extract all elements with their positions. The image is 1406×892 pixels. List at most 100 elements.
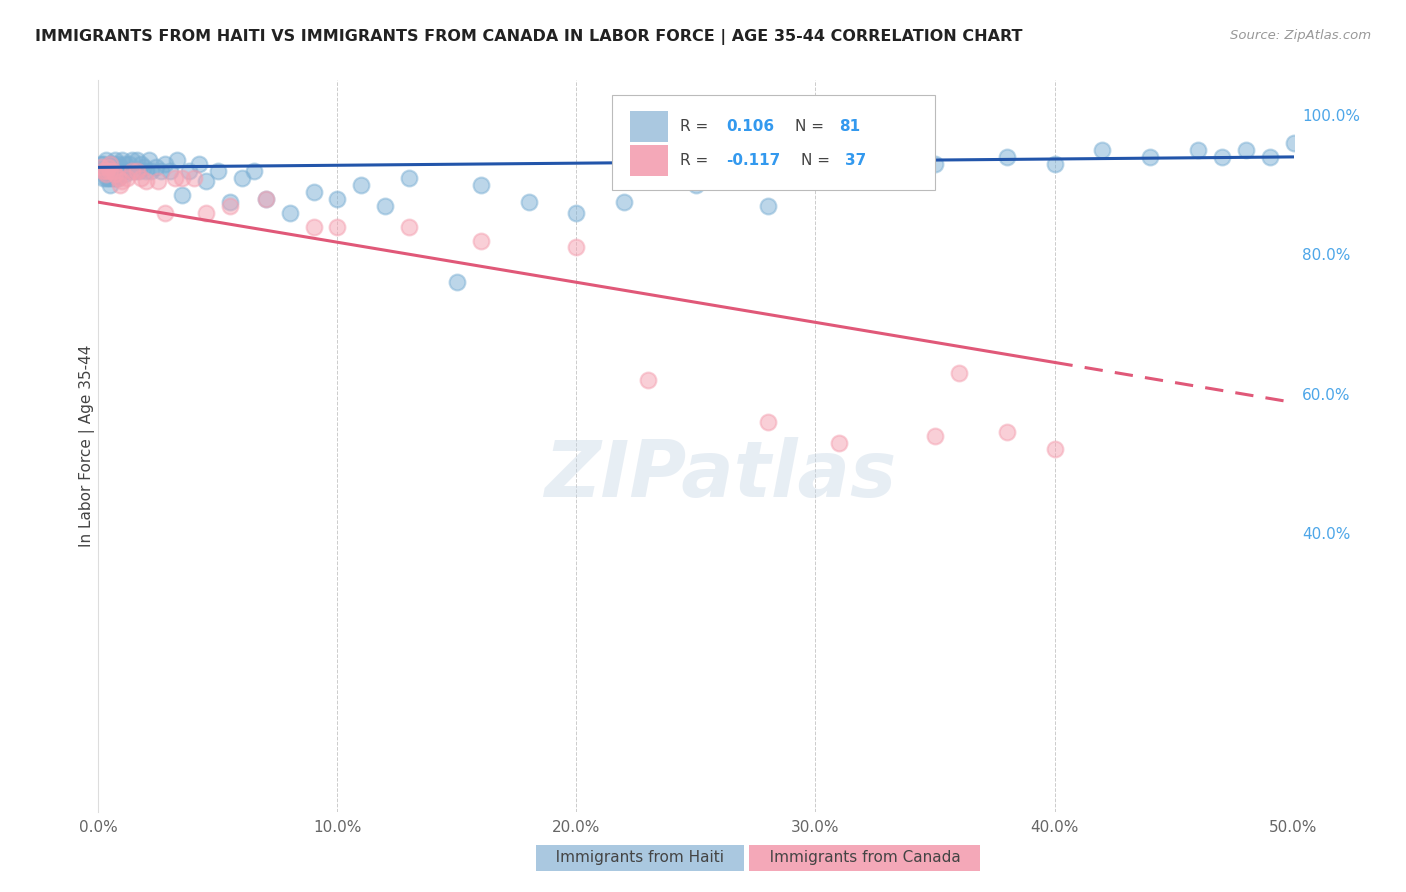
Text: Immigrants from Canada: Immigrants from Canada — [755, 850, 974, 865]
Point — [756, 199, 779, 213]
Point — [148, 174, 170, 188]
Point — [995, 425, 1018, 439]
Point — [138, 153, 160, 168]
Text: -0.117: -0.117 — [725, 153, 780, 169]
Point — [159, 164, 181, 178]
Point — [94, 170, 117, 185]
Text: 37: 37 — [845, 153, 866, 169]
Point — [125, 164, 148, 178]
Point — [207, 164, 229, 178]
Point — [98, 178, 122, 192]
Point — [101, 170, 124, 185]
Point — [278, 205, 301, 219]
Point — [852, 170, 875, 185]
Point — [685, 178, 707, 192]
Point — [1234, 143, 1257, 157]
Point — [195, 205, 218, 219]
Point — [155, 205, 177, 219]
Point — [565, 205, 588, 219]
Point — [91, 170, 114, 185]
Point — [179, 164, 201, 178]
Point — [828, 435, 851, 450]
Point — [104, 153, 127, 168]
Point — [111, 164, 134, 178]
Point — [97, 170, 120, 185]
Text: 0.106: 0.106 — [725, 119, 773, 134]
Point — [135, 174, 157, 188]
Point — [98, 164, 122, 178]
Point — [98, 164, 122, 178]
Point — [128, 164, 150, 178]
Point — [115, 164, 138, 178]
Point — [114, 167, 136, 181]
Point — [114, 157, 136, 171]
Point — [1258, 150, 1281, 164]
Point — [101, 164, 124, 178]
Point — [398, 219, 420, 234]
Point — [98, 170, 122, 185]
Point — [131, 157, 153, 171]
Point — [155, 157, 177, 171]
Point — [804, 150, 827, 164]
Text: IMMIGRANTS FROM HAITI VS IMMIGRANTS FROM CANADA IN LABOR FORCE | AGE 35-44 CORRE: IMMIGRANTS FROM HAITI VS IMMIGRANTS FROM… — [35, 29, 1022, 45]
Point — [97, 161, 120, 175]
Text: N =: N = — [796, 119, 830, 134]
Point — [131, 170, 153, 185]
Point — [104, 167, 127, 181]
Point — [135, 164, 157, 178]
Text: ZIPatlas: ZIPatlas — [544, 437, 896, 513]
Point — [1282, 136, 1305, 150]
Point — [924, 157, 946, 171]
Point — [1043, 157, 1066, 171]
Point — [172, 188, 194, 202]
Point — [183, 170, 205, 185]
Point — [1091, 143, 1114, 157]
Point — [149, 164, 172, 178]
Point — [1211, 150, 1233, 164]
Point — [108, 164, 131, 178]
Point — [91, 164, 114, 178]
Text: R =: R = — [681, 153, 714, 169]
Point — [187, 157, 209, 171]
Text: Source: ZipAtlas.com: Source: ZipAtlas.com — [1230, 29, 1371, 42]
Point — [107, 170, 129, 185]
Point — [94, 167, 117, 181]
Point — [145, 161, 167, 175]
Point — [104, 170, 127, 185]
Point — [111, 153, 134, 168]
Point — [1187, 143, 1209, 157]
Point — [517, 195, 540, 210]
Bar — [630, 145, 668, 176]
Text: N =: N = — [801, 153, 835, 169]
Bar — [630, 111, 668, 142]
Point — [121, 153, 143, 168]
Point — [118, 157, 141, 171]
Point — [98, 157, 122, 171]
Point — [924, 428, 946, 442]
Point — [115, 170, 138, 185]
Point — [107, 164, 129, 178]
Point — [302, 219, 325, 234]
Point — [132, 161, 155, 175]
Point — [90, 157, 112, 171]
FancyBboxPatch shape — [613, 95, 935, 190]
Point — [243, 164, 266, 178]
Point — [613, 195, 636, 210]
Point — [107, 157, 129, 171]
Point — [756, 415, 779, 429]
Text: Immigrants from Haiti: Immigrants from Haiti — [541, 850, 738, 865]
Point — [326, 219, 349, 234]
Point — [1043, 442, 1066, 457]
Point — [104, 161, 127, 175]
Point — [219, 199, 242, 213]
Point — [398, 170, 420, 185]
Point — [470, 178, 492, 192]
Point — [107, 170, 129, 185]
Point — [374, 199, 396, 213]
Point — [350, 178, 373, 192]
Point — [108, 161, 131, 175]
Point — [124, 164, 146, 178]
Point — [231, 170, 253, 185]
Point — [565, 240, 588, 254]
Point — [97, 161, 120, 175]
